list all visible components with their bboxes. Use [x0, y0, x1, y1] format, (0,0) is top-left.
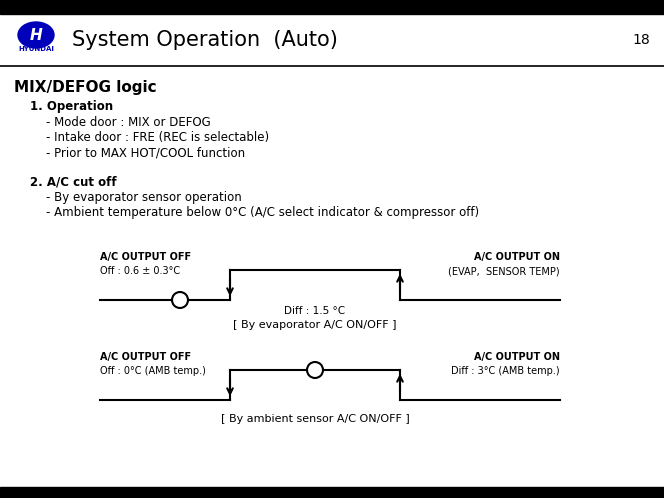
Text: - Intake door : FRE (REC is selectable): - Intake door : FRE (REC is selectable)	[46, 131, 269, 144]
Text: (EVAP,  SENSOR TEMP): (EVAP, SENSOR TEMP)	[448, 266, 560, 276]
Bar	[0, 487, 664, 498]
Text: MIX/DEFOG logic: MIX/DEFOG logic	[14, 80, 157, 95]
Text: A/C OUTPUT ON: A/C OUTPUT ON	[474, 352, 560, 362]
Text: 2. A/C cut off: 2. A/C cut off	[30, 175, 117, 188]
Text: [ By ambient sensor A/C ON/OFF ]: [ By ambient sensor A/C ON/OFF ]	[220, 414, 410, 424]
Text: Off : 0°C (AMB temp.): Off : 0°C (AMB temp.)	[100, 366, 206, 376]
Text: H: H	[30, 27, 42, 42]
Text: - By evaporator sensor operation: - By evaporator sensor operation	[46, 191, 242, 204]
Text: Diff : 1.5 °C: Diff : 1.5 °C	[284, 306, 345, 316]
Text: - Mode door : MIX or DEFOG: - Mode door : MIX or DEFOG	[46, 116, 210, 129]
Text: - Prior to MAX HOT/COOL function: - Prior to MAX HOT/COOL function	[46, 146, 245, 159]
Text: [ By evaporator A/C ON/OFF ]: [ By evaporator A/C ON/OFF ]	[233, 320, 397, 330]
Text: - Ambient temperature below 0°C (A/C select indicator & compressor off): - Ambient temperature below 0°C (A/C sel…	[46, 206, 479, 219]
Bar	[0, 0, 664, 14]
Text: A/C OUTPUT ON: A/C OUTPUT ON	[474, 252, 560, 262]
Text: A/C OUTPUT OFF: A/C OUTPUT OFF	[100, 352, 191, 362]
Text: HYUNDAI: HYUNDAI	[18, 46, 54, 52]
Text: Off : 0.6 ± 0.3°C: Off : 0.6 ± 0.3°C	[100, 266, 180, 276]
Text: A/C OUTPUT OFF: A/C OUTPUT OFF	[100, 252, 191, 262]
Text: Diff : 3°C (AMB temp.): Diff : 3°C (AMB temp.)	[452, 366, 560, 376]
Text: System Operation  (Auto): System Operation (Auto)	[72, 30, 338, 50]
Bar	[0, 14, 664, 66]
Text: 18: 18	[632, 33, 650, 47]
Ellipse shape	[18, 22, 54, 48]
Text: 1. Operation: 1. Operation	[30, 100, 113, 113]
